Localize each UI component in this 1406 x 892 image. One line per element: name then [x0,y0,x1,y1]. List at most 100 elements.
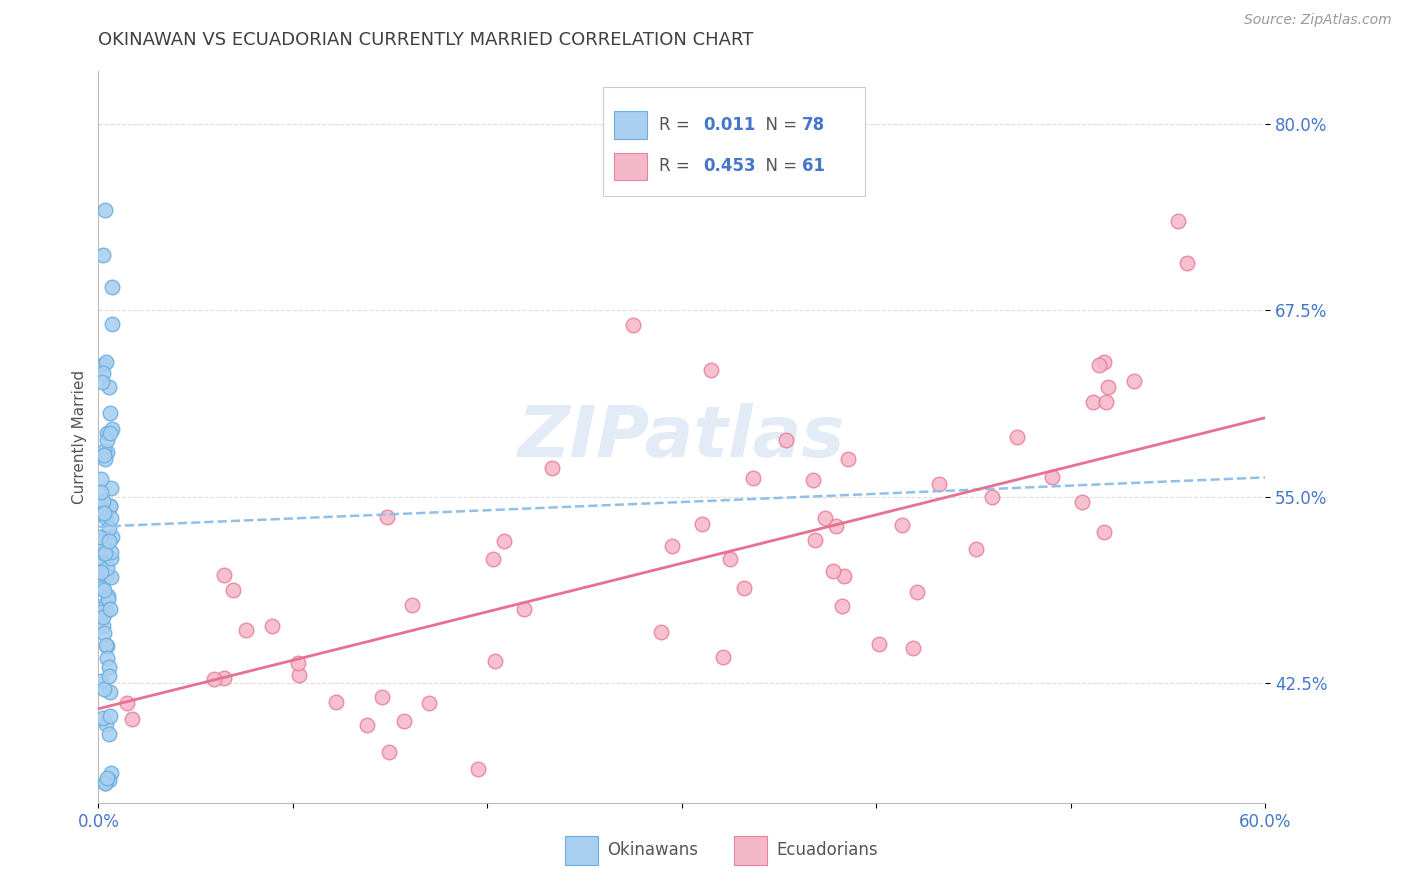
Point [100,317,122,331]
Text: Okinawans: Okinawans [607,841,699,859]
Point [93,203,115,218]
Point [621,318,644,332]
Point [96,425,118,440]
Point [100,422,122,436]
Point [97,773,120,788]
Point [513,601,536,615]
Point [202,672,225,686]
Point [824,518,846,533]
Point [91,609,114,624]
Point [1040,470,1063,484]
Point [392,714,415,729]
Point [98,500,121,514]
Point [98,406,121,420]
Point [96,532,118,546]
Text: OKINAWAN VS ECUADORIAN CURRENTLY MARRIED CORRELATION CHART: OKINAWAN VS ECUADORIAN CURRENTLY MARRIED… [98,31,754,49]
Point [90,581,112,595]
Point [325,695,347,709]
Point [733,581,755,595]
Point [212,671,235,685]
Point [93,776,115,790]
Point [100,545,122,559]
Point [1123,374,1146,388]
Point [418,696,440,710]
Point [98,660,121,674]
Point [97,589,120,603]
Point [96,561,118,575]
Point [96,771,118,785]
Point [742,471,765,485]
Point [831,599,853,614]
Point [287,657,309,671]
Text: ZIPatlas: ZIPatlas [519,402,845,472]
Point [834,569,856,583]
Text: 78: 78 [801,116,825,134]
Point [90,674,112,689]
FancyBboxPatch shape [603,87,865,195]
Point [93,506,115,520]
Point [121,712,143,726]
Point [94,511,117,525]
Point [837,451,859,466]
Point [97,380,120,394]
Point [482,552,505,566]
Point [235,623,257,637]
Point [378,745,401,759]
Text: N =: N = [755,116,803,134]
Point [91,619,114,633]
Point [1092,525,1115,540]
Point [356,718,378,732]
Point [94,776,117,790]
Point [661,539,683,553]
Point [91,493,114,508]
Point [97,727,120,741]
Point [93,582,115,597]
Point [1092,355,1115,369]
Point [96,604,118,618]
Point [90,472,112,486]
Point [100,531,122,545]
Point [718,551,741,566]
Point [93,546,115,560]
Text: Ecuadorians: Ecuadorians [776,841,879,859]
Point [1005,430,1028,444]
Point [804,533,827,547]
Point [117,696,139,710]
Point [700,363,723,377]
Point [96,650,118,665]
Point [1081,395,1104,409]
Point [484,654,506,668]
Point [1097,379,1119,393]
Point [96,639,118,653]
Point [90,605,112,619]
Point [93,625,115,640]
Point [93,443,115,458]
Point [90,541,112,556]
Point [981,490,1004,504]
Point [222,583,245,598]
FancyBboxPatch shape [565,836,598,865]
Text: N =: N = [755,158,803,176]
Point [401,598,423,612]
Point [100,766,122,780]
Text: R =: R = [658,158,695,176]
Point [494,534,516,549]
Point [91,248,114,262]
Point [100,481,122,495]
Point [90,507,112,521]
Point [98,426,121,441]
Point [90,485,112,500]
FancyBboxPatch shape [734,836,768,865]
Point [91,366,114,380]
Point [98,709,121,723]
Point [965,542,987,557]
Point [90,550,112,565]
Point [711,650,734,665]
Y-axis label: Currently Married: Currently Married [72,370,87,504]
Point [91,578,114,592]
Point [91,599,114,614]
Point [96,433,118,447]
Point [98,602,121,616]
Point [96,355,118,369]
Point [1071,494,1094,508]
